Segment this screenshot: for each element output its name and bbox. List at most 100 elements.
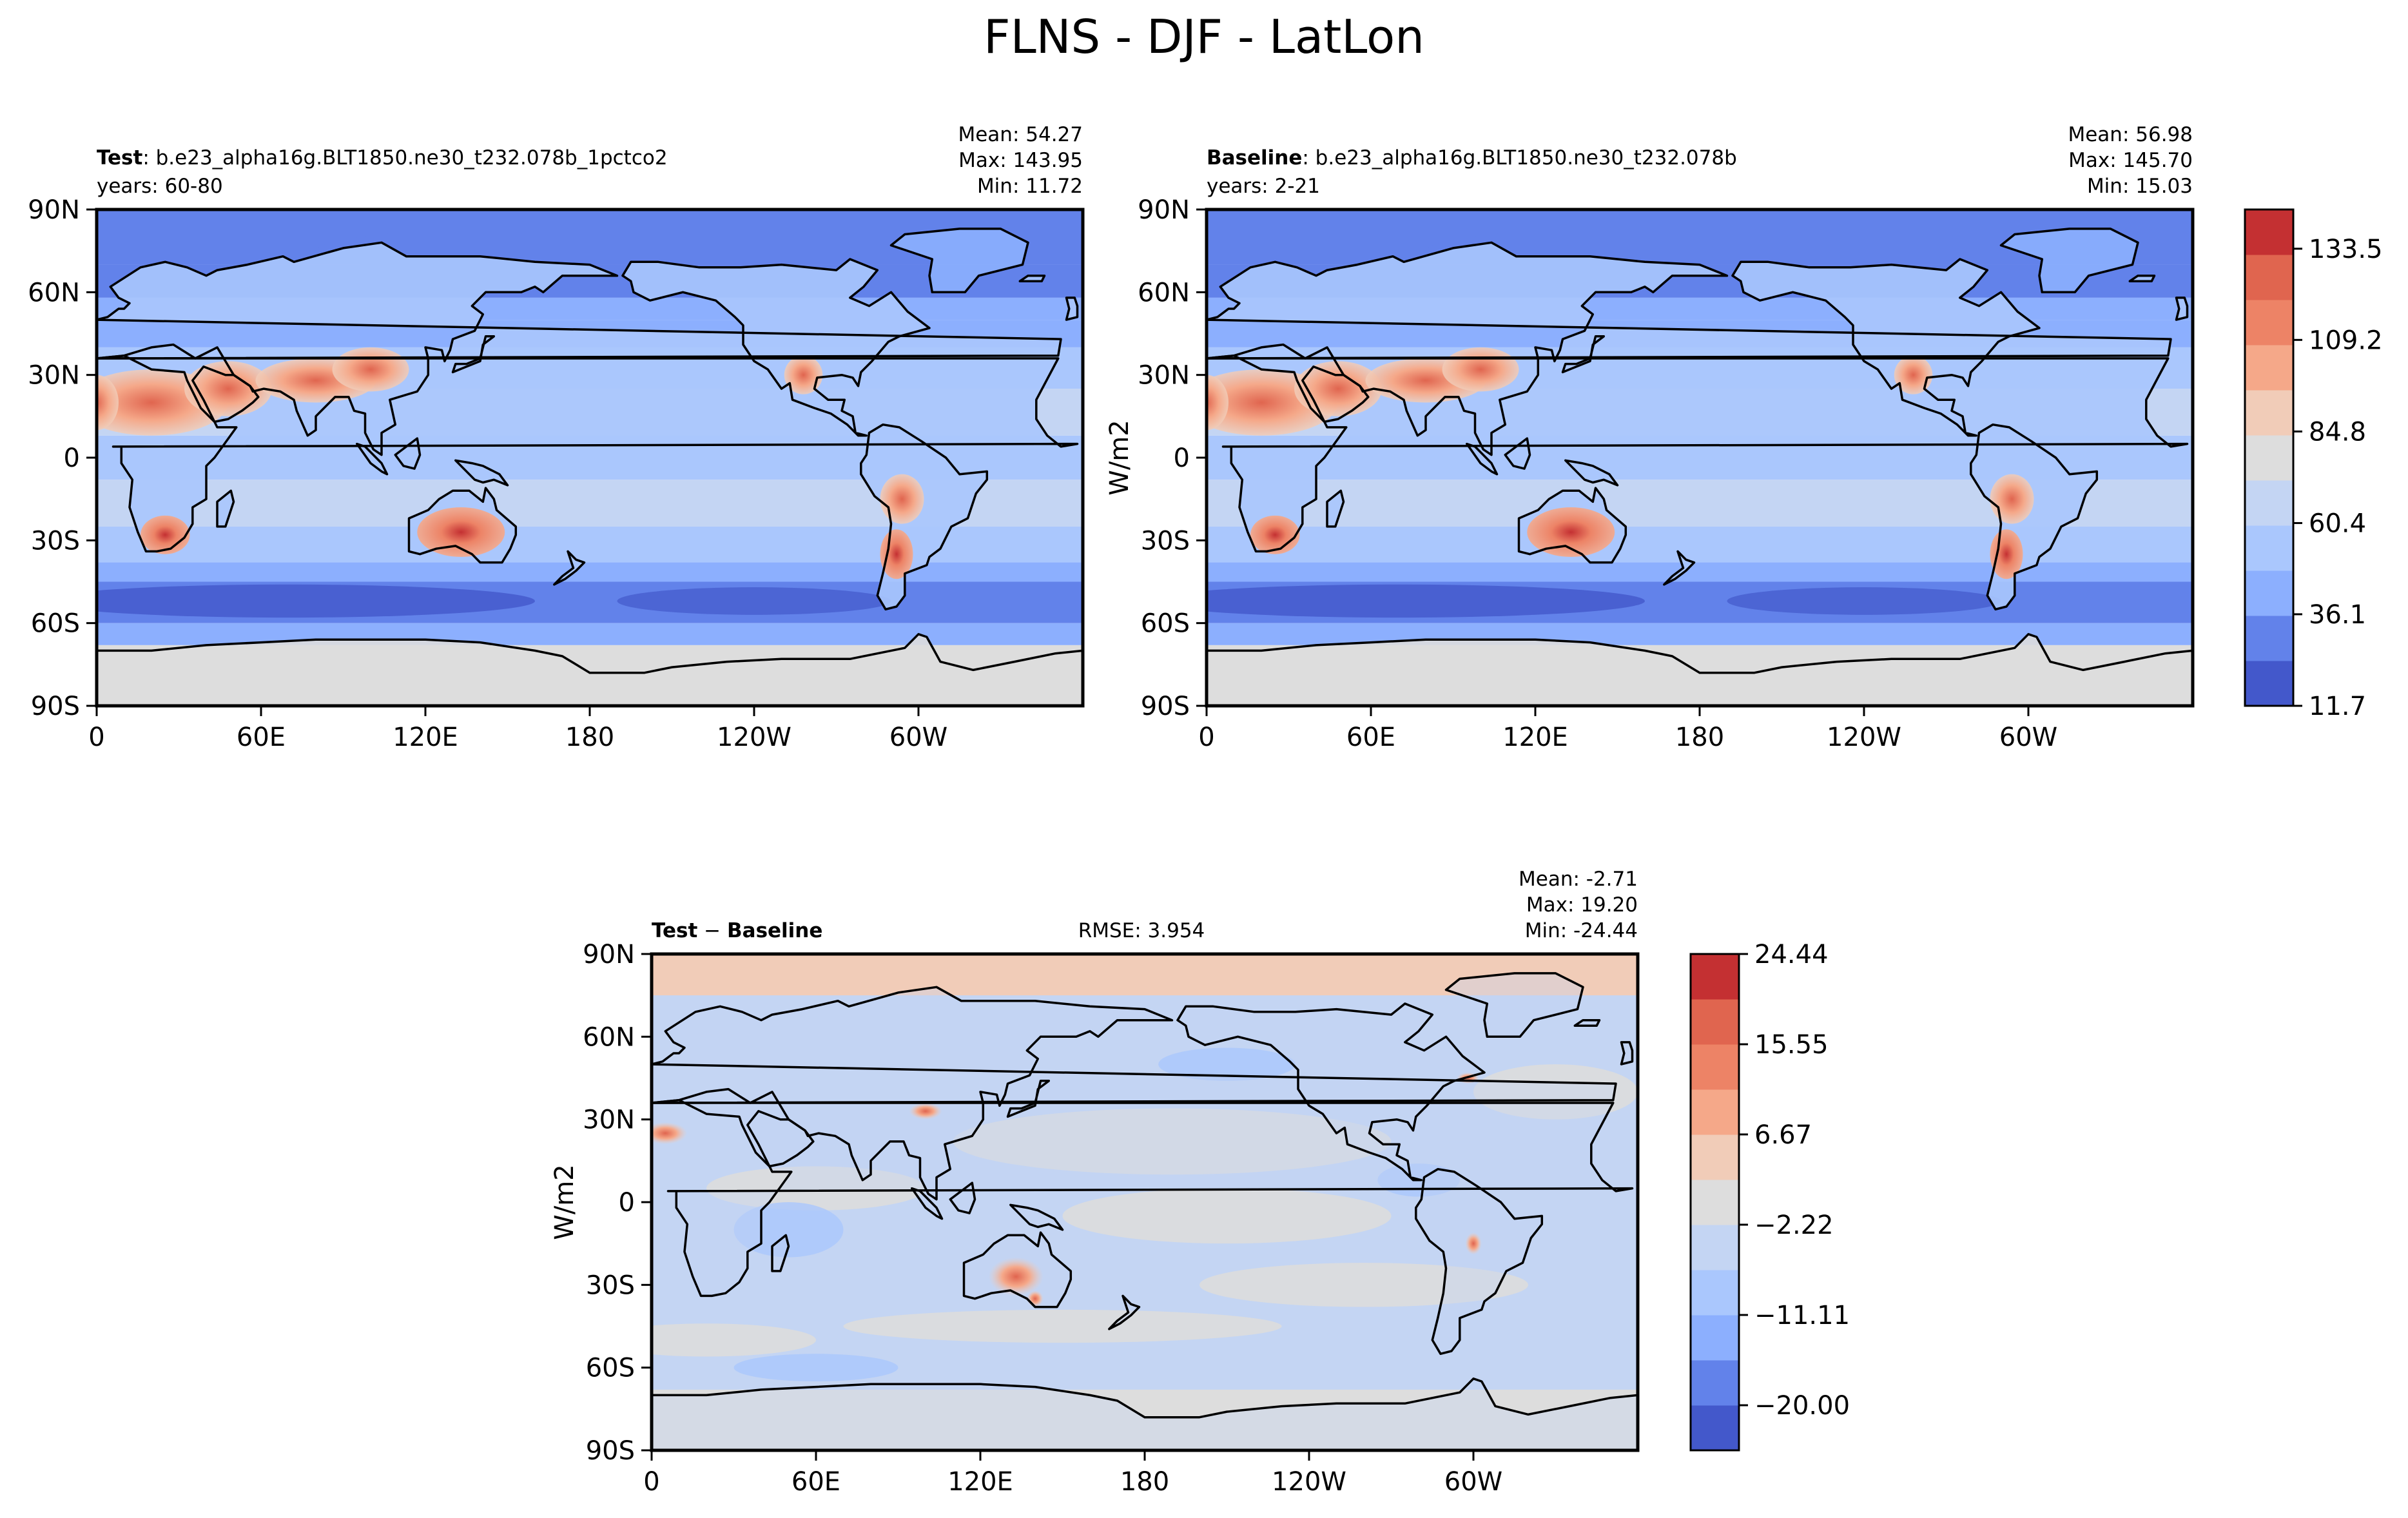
- colorbar-segment: [2245, 570, 2293, 616]
- land-fill: [652, 987, 1616, 1200]
- x-tick-label: 60E: [791, 1467, 840, 1497]
- y-tick-label: 90N: [28, 195, 80, 225]
- land-fill: [747, 1111, 813, 1167]
- coastline: [553, 550, 586, 586]
- colorbar-segment: [1691, 1134, 1739, 1180]
- colorbar-tick-label: 6.67: [1754, 1120, 1812, 1150]
- land-fill: [1562, 336, 1604, 373]
- land-fill: [623, 259, 929, 436]
- neutral-patch: [843, 1309, 1282, 1343]
- warm-patch: [1894, 355, 1933, 394]
- panel-title: Baseline: b.e23_alpha16g.BLT1850.ne30_t2…: [1207, 146, 1737, 170]
- land-fill: [2176, 297, 2188, 320]
- y-tick-label: 60N: [583, 1022, 635, 1052]
- warm-patch: [1207, 375, 1228, 431]
- land-fill: [1733, 259, 2039, 436]
- cool-patch: [1207, 584, 1645, 618]
- coastline: [1564, 459, 1619, 487]
- colorbar-segment: [2245, 616, 2293, 661]
- coastline: [24, 1205, 77, 1230]
- coastline: [652, 1394, 653, 1450]
- map-panel-test: 0 60E 120E 180 120W 60W 90N 60N 30N 0 30S 60S 90S Tes…: [0, 123, 1085, 752]
- coastline: [1108, 1294, 1141, 1330]
- coastline: [97, 354, 1079, 553]
- coastline: [1415, 1167, 1544, 1356]
- land-fill: [1466, 443, 1497, 474]
- coastline: [771, 1234, 790, 1272]
- coastline: [860, 423, 989, 611]
- warm-patch: [909, 1103, 942, 1120]
- land-fill: [652, 1100, 1633, 1296]
- x-tick-label: 120E: [1502, 723, 1568, 752]
- land-fill: [891, 228, 1028, 293]
- stat-label: Mean: 56.98: [2068, 123, 2193, 146]
- coastline: [97, 633, 1083, 706]
- cool-patch: [97, 584, 535, 618]
- colorbar-segment: [2245, 480, 2293, 526]
- colorbar-segment: [1691, 954, 1739, 1000]
- colorbar-segment: [1691, 1180, 1739, 1225]
- x-tick-label: 180: [565, 723, 614, 752]
- panel-title: Test − Baseline: [652, 919, 822, 942]
- land-fill: [652, 1378, 1638, 1450]
- coastline: [0, 987, 630, 1199]
- map-panel-baseline: 0 60E 120E 180 120W 60W 90N 60N 30N 0 30S 60S 90S Bas…: [1105, 123, 2383, 752]
- colorbar-tick-label: 15.55: [1754, 1030, 1829, 1060]
- coastline: [1731, 258, 2041, 437]
- neutral-patch: [1473, 1064, 1638, 1120]
- colorbar-segment: [1691, 1225, 1739, 1270]
- band: [97, 623, 1083, 645]
- cool-patch: [733, 1354, 898, 1382]
- colorbar-tick-label: 60.4: [2309, 509, 2366, 538]
- y-tick-label: 30N: [1138, 361, 1190, 391]
- colorbar-frame: [2244, 208, 2295, 707]
- y-axis-label: W/m2: [550, 1164, 579, 1240]
- warm-patch: [417, 507, 505, 557]
- x-tick-label: 60E: [1346, 723, 1395, 752]
- band: [652, 954, 1638, 996]
- y-tick-label: 30S: [586, 1270, 635, 1300]
- coastline: [962, 1231, 1073, 1309]
- colorbar-segment: [2245, 435, 2293, 481]
- coastline: [1444, 972, 1584, 1038]
- coastline: [1573, 1018, 1601, 1027]
- coastline: [191, 365, 260, 423]
- stat-label: Mean: -2.71: [1519, 868, 1638, 891]
- warm-patch: [1527, 507, 1615, 557]
- coastline: [1561, 335, 1606, 374]
- land-fill: [911, 1188, 942, 1219]
- colorbar-tick-label: −11.11: [1754, 1301, 1850, 1330]
- y-tick-label: 90N: [1138, 195, 1190, 225]
- land-fill: [1207, 634, 2193, 706]
- coastline: [2175, 297, 2189, 321]
- y-tick-label: 60S: [31, 609, 80, 639]
- stat-label: Min: 15.03: [2087, 175, 2193, 198]
- warm-patch: [1990, 474, 2034, 524]
- coastline: [652, 1098, 1634, 1298]
- neutral-patch: [706, 1166, 926, 1211]
- coastline: [1466, 442, 1499, 476]
- coastline: [451, 335, 496, 374]
- colorbar-segment: [1691, 1405, 1739, 1451]
- coastline: [22, 1081, 63, 1117]
- coastline: [460, 973, 597, 1036]
- colorbar-segment: [2245, 390, 2293, 436]
- land-fill: [1621, 1042, 1633, 1065]
- colorbar-tick-label: 84.8: [2309, 417, 2366, 447]
- y-tick-label: 60N: [1138, 278, 1190, 307]
- field-diff: [0, 954, 1638, 1450]
- neutral-patch: [953, 1108, 1392, 1175]
- coastline: [0, 425, 1, 610]
- band: [1207, 623, 2193, 645]
- coastline: [1517, 487, 1627, 564]
- colorbar-tick-label: 36.1: [2309, 600, 2366, 630]
- colorbar-segment: [1691, 1360, 1739, 1406]
- stat-label: Min: -24.44: [1525, 919, 1638, 942]
- coastline: [430, 1169, 556, 1354]
- neutral-patch: [1062, 1188, 1392, 1244]
- land-fill: [97, 634, 1083, 706]
- warm-patch: [1465, 1232, 1482, 1255]
- coastline: [1176, 1002, 1486, 1182]
- coastline: [1970, 423, 2099, 611]
